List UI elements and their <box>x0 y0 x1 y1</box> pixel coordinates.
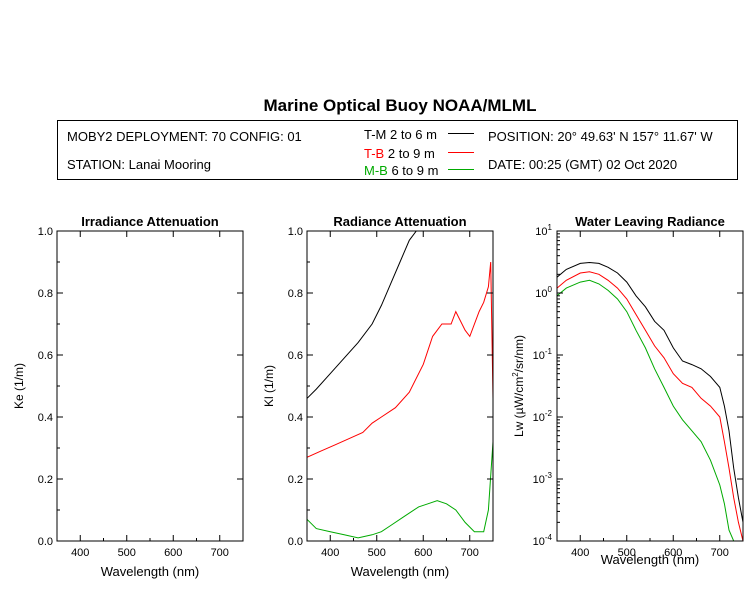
legend-entry-m-b: M-B 6 to 9 m <box>364 163 438 178</box>
panel3-xtick-label: 500 <box>618 547 636 559</box>
panel3-series-1 <box>557 261 743 523</box>
panel1-ylabel: Ke (1/m) <box>12 363 26 409</box>
panel3-ytick-exp: -2 <box>545 409 553 418</box>
panel2-xtick-label: 600 <box>414 547 432 559</box>
panel3-ylabel-pre: Lw ( <box>512 414 526 437</box>
position-text: POSITION: 20° 49.63' N 157° 11.67' W <box>488 129 713 144</box>
panel2-title: Radiance Attenuation <box>333 214 466 229</box>
legend-line-t-b <box>448 152 474 153</box>
panel2-ytick-label: 0.2 <box>288 474 303 486</box>
panel3-title: Water Leaving Radiance <box>575 214 725 229</box>
legend-line-m-b <box>448 169 474 170</box>
panel3-ytick-exp: -4 <box>545 533 553 542</box>
panel3-series-3 <box>557 279 735 541</box>
panel1-ytick-label: 0.6 <box>38 350 53 362</box>
panel2-xtick-label: 400 <box>321 547 339 559</box>
panel1-axes-frame <box>56 230 244 542</box>
legend-range-t-b: 2 to 9 m <box>387 146 435 161</box>
deployment-info-box: MOBY2 DEPLOYMENT: 70 CONFIG: 01 STATION:… <box>57 120 738 180</box>
legend-range-t-m: 2 to 6 m <box>390 127 437 142</box>
panel1-xtick-label: 600 <box>164 547 182 559</box>
panel2-ytick-label: 0.0 <box>288 536 303 548</box>
date-text: DATE: 00:25 (GMT) 02 Oct 2020 <box>488 157 678 172</box>
legend-line-t-m <box>448 133 474 134</box>
panel3-ytick-exp: -1 <box>545 347 553 356</box>
panel2-axes-frame <box>306 230 494 542</box>
panel2-series-3 <box>307 441 493 539</box>
legend-range-m-b: 6 to 9 m <box>391 163 439 178</box>
panel1-ytick-label: 0.2 <box>38 474 53 486</box>
panel2-xlabel: Wavelength (nm) <box>351 564 450 579</box>
panel3-ytick-exp: 1 <box>548 223 553 232</box>
legend-prefix-t-m: T-M <box>364 127 387 142</box>
panel3-ytick-label: 101 <box>535 223 552 238</box>
panel1-ytick-label: 0.8 <box>38 288 53 300</box>
panel3-ytick-exp: 0 <box>548 285 553 294</box>
legend-prefix-m-b: M-B <box>364 163 388 178</box>
panel3-ylabel-mid: W/cm <box>512 377 526 408</box>
panel1-ytick-label: 0.4 <box>38 412 53 424</box>
panel2-ytick-label: 0.6 <box>288 350 303 362</box>
panel2-xtick-label: 700 <box>461 547 479 559</box>
panel3-xtick-label: 400 <box>571 547 589 559</box>
panel1-xtick-label: 700 <box>211 547 229 559</box>
panel3-ytick-base: 10 <box>533 350 545 362</box>
station-text: STATION: Lanai Mooring <box>67 157 212 172</box>
panel3-ylabel-post: /sr/nm) <box>512 335 526 372</box>
panel3-ytick-label: 10-4 <box>533 533 553 548</box>
panel3-xtick-label: 700 <box>711 547 729 559</box>
panel1-ytick-label: 0.0 <box>38 536 53 548</box>
panel3-ytick-exp: -3 <box>545 471 553 480</box>
legend-prefix-t-b: T-B <box>364 146 385 161</box>
panel3-axes-frame <box>556 230 744 542</box>
panel2-series-2 <box>307 261 493 458</box>
panel3-ytick-label: 10-1 <box>533 347 553 362</box>
panel3-ytick-label: 10-2 <box>533 409 553 424</box>
panel3-xlabel: Wavelength (nm) <box>601 552 700 567</box>
panel2-series-1 <box>307 231 417 399</box>
panel2-ytick-label: 0.4 <box>288 412 303 424</box>
panel3-series-2 <box>557 271 743 541</box>
panel1-ytick-label: 1.0 <box>38 226 53 238</box>
deployment-config-text: MOBY2 DEPLOYMENT: 70 CONFIG: 01 <box>67 129 302 144</box>
panel3-ytick-base: 10 <box>533 474 545 486</box>
panel1-xtick-label: 500 <box>118 547 136 559</box>
panel1-xtick-label: 400 <box>71 547 89 559</box>
panel3-ylabel-sup: 2 <box>511 372 520 377</box>
panel3-ylabel: Lw (µW/cm2/sr/nm) <box>511 335 526 437</box>
panel1-title: Irradiance Attenuation <box>81 214 219 229</box>
legend-entry-t-m: T-M 2 to 6 m <box>364 127 437 142</box>
panel2-xtick-label: 500 <box>368 547 386 559</box>
panel3-ytick-base: 10 <box>535 288 547 300</box>
panel3-ytick-label: 100 <box>535 285 552 300</box>
panel3-xtick-label: 600 <box>664 547 682 559</box>
legend-entry-t-b: T-B 2 to 9 m <box>364 146 435 161</box>
panel3-ytick-base: 10 <box>533 412 545 424</box>
chart-main-title: Marine Optical Buoy NOAA/MLML <box>263 96 537 115</box>
panel3-ytick-base: 10 <box>533 536 545 548</box>
panel3-ytick-label: 10-3 <box>533 471 553 486</box>
panel3-ytick-base: 10 <box>535 226 547 238</box>
panel3-ylabel-mu: µ <box>512 407 526 414</box>
panel1-xlabel: Wavelength (nm) <box>101 564 200 579</box>
panel2-ylabel: Kl (1/m) <box>262 365 276 407</box>
panel2-ytick-label: 1.0 <box>288 226 303 238</box>
panel2-ytick-label: 0.8 <box>288 288 303 300</box>
